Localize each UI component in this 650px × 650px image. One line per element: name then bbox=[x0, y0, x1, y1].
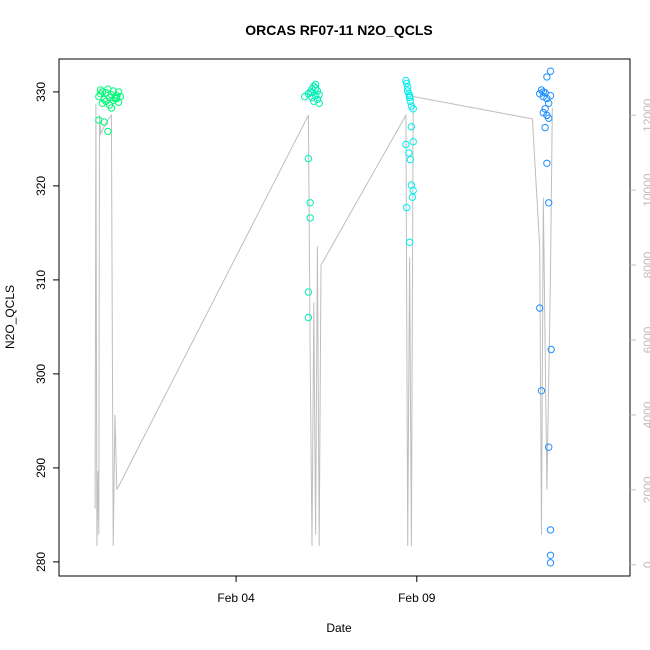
y-axis: 280 290 300 310 320 330 bbox=[34, 82, 59, 572]
data-point bbox=[402, 140, 410, 149]
y-tick-label: 320 bbox=[34, 176, 48, 196]
data-point bbox=[304, 154, 313, 163]
data-point bbox=[405, 92, 414, 100]
data-point bbox=[114, 88, 123, 96]
data-point bbox=[308, 93, 316, 102]
data-point bbox=[113, 94, 121, 103]
x-tick-label: Feb 09 bbox=[398, 591, 436, 605]
data-point bbox=[306, 199, 314, 207]
y-tick-label: 310 bbox=[34, 270, 48, 290]
line-series-layer bbox=[94, 95, 553, 547]
y-tick-label: 300 bbox=[34, 364, 48, 384]
y2-tick-label: 10000 bbox=[641, 173, 650, 207]
data-point bbox=[304, 288, 313, 296]
data-point bbox=[546, 67, 555, 75]
y2-tick-label: 8000 bbox=[641, 251, 650, 278]
data-point bbox=[539, 92, 547, 101]
point-series-layer bbox=[95, 67, 555, 567]
data-point bbox=[543, 159, 551, 168]
y-tick-label: 330 bbox=[34, 82, 48, 102]
x-axis: Feb 04 Feb 09 bbox=[217, 576, 436, 605]
data-point bbox=[409, 105, 417, 113]
data-point bbox=[100, 118, 108, 126]
y2-tick-label: 6000 bbox=[641, 326, 650, 353]
plot-frame bbox=[58, 58, 631, 577]
data-point bbox=[109, 87, 117, 95]
data-point bbox=[406, 97, 414, 106]
secondary-y-axis: 0 2000 4000 6000 8000 10000 12000 bbox=[630, 98, 650, 568]
data-point bbox=[546, 526, 555, 534]
data-point bbox=[405, 238, 414, 247]
data-point bbox=[545, 443, 553, 451]
data-point bbox=[114, 98, 123, 106]
y-tick-label: 280 bbox=[34, 552, 48, 572]
data-point bbox=[545, 114, 553, 122]
data-point bbox=[546, 559, 555, 567]
data-point bbox=[113, 92, 121, 100]
data-point bbox=[539, 88, 547, 96]
data-point bbox=[104, 127, 112, 136]
data-point bbox=[543, 73, 551, 81]
data-point bbox=[547, 345, 555, 354]
data-point bbox=[111, 93, 119, 102]
data-point bbox=[537, 387, 546, 395]
data-point bbox=[409, 138, 417, 146]
y2-tick-label: 4000 bbox=[641, 401, 650, 428]
data-point bbox=[407, 123, 416, 131]
data-point bbox=[102, 89, 110, 97]
data-point bbox=[405, 149, 413, 157]
altitude-line bbox=[94, 95, 553, 547]
data-point bbox=[107, 104, 116, 112]
data-point bbox=[546, 551, 555, 559]
data-point bbox=[404, 87, 412, 95]
data-point bbox=[306, 214, 314, 222]
data-point bbox=[406, 155, 414, 164]
y2-tick-label: 12000 bbox=[641, 98, 650, 132]
data-point bbox=[545, 199, 553, 207]
y2-tick-label: 0 bbox=[641, 561, 650, 568]
data-point bbox=[408, 193, 417, 201]
y-tick-label: 290 bbox=[34, 458, 48, 478]
data-point bbox=[98, 99, 107, 107]
data-point bbox=[403, 203, 411, 212]
data-point bbox=[310, 82, 318, 91]
data-point bbox=[546, 92, 555, 100]
data-point bbox=[310, 97, 318, 106]
data-point bbox=[315, 91, 323, 99]
data-point bbox=[308, 89, 316, 97]
data-point bbox=[545, 99, 553, 107]
data-point bbox=[311, 84, 320, 92]
x-tick-label: Feb 04 bbox=[217, 591, 255, 605]
data-point bbox=[403, 79, 411, 88]
data-point bbox=[311, 80, 320, 89]
data-point bbox=[96, 90, 105, 98]
chart-title: ORCAS RF07-11 N2O_QCLS bbox=[245, 22, 433, 38]
y-axis-label: N2O_QCLS bbox=[3, 285, 17, 349]
data-point bbox=[541, 123, 549, 132]
data-point bbox=[304, 313, 313, 322]
data-point bbox=[536, 304, 544, 312]
y2-tick-label: 2000 bbox=[641, 476, 650, 503]
x-axis-label: Date bbox=[326, 621, 352, 635]
data-point bbox=[541, 105, 549, 113]
